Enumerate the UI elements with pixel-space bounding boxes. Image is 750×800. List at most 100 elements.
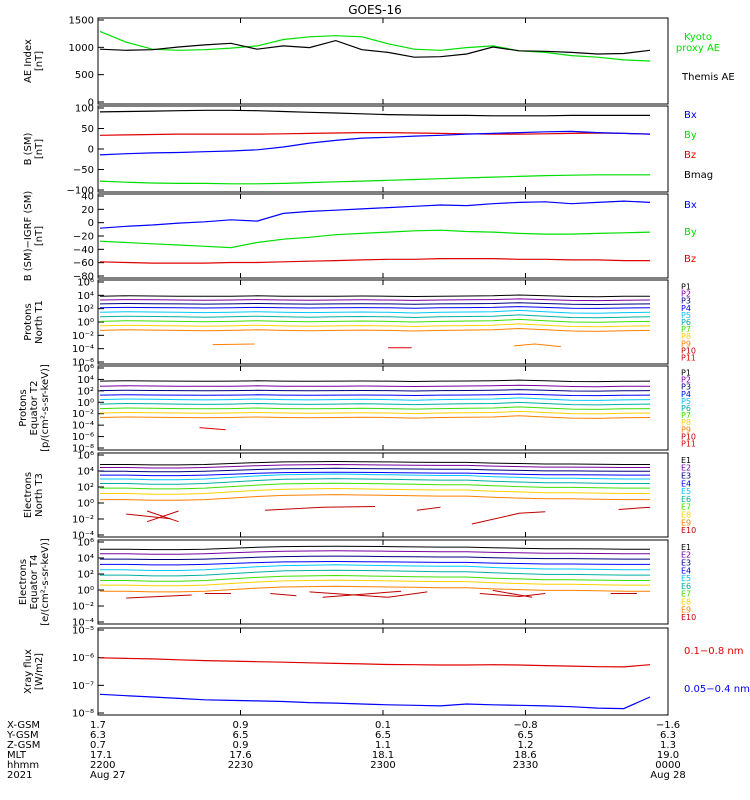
y-axis-label-line: Protons: [23, 303, 34, 340]
y-axis-label-line: AE Index: [23, 39, 34, 83]
panel-ee: 10⁶ 10⁴ 10² 10⁰ 10⁻² 10⁻⁴ ElectronsEquator T4[…: [18, 538, 696, 629]
legend-e8: E8: [681, 511, 691, 520]
series-0-1-0-8-nm: [99, 657, 651, 668]
series-e6: [100, 569, 650, 577]
series-bmag: [99, 109, 650, 117]
series-by: [99, 229, 651, 249]
legend-kyoto: Kyoto proxy AE: [676, 32, 720, 54]
y-tick-label: 10²: [77, 483, 94, 494]
y-tick-label: 10⁶: [77, 451, 94, 462]
series-p2: [99, 384, 651, 388]
legend-e10: E10: [681, 526, 696, 535]
legend-themis: Themis AE: [681, 72, 735, 83]
legend-by: By: [684, 130, 697, 141]
x-axis-value: 6.5: [518, 730, 534, 741]
panel-frame: [97, 17, 669, 105]
series-e2: [100, 463, 650, 469]
series-e7: [100, 574, 650, 582]
legend-e1: E1: [681, 543, 691, 552]
panel-xray: 10⁻⁵ 10⁻⁶ 10⁻⁷ 10⁻⁸ Xray flux[W/m2] 0.1−0.8 n…: [23, 626, 750, 720]
legend-e3: E3: [681, 559, 691, 568]
y-tick-label: 1000: [69, 43, 94, 54]
series-e9: [100, 585, 650, 593]
x-axis-value: 0000: [655, 760, 680, 771]
y-tick-label: 10⁻²: [72, 602, 94, 613]
series-p5: [99, 397, 651, 401]
series-bx: [99, 130, 651, 156]
y-tick-label: 20: [81, 205, 94, 216]
data-fragment: [309, 591, 428, 598]
series-e9: [100, 494, 650, 501]
data-fragment: [513, 343, 562, 348]
legend-e6: E6: [681, 495, 691, 504]
x-axis-value: 6.3: [660, 730, 676, 741]
series-e2: [100, 550, 650, 555]
x-axis-value: 1.7: [90, 720, 106, 731]
x-axis-value: 0.1: [375, 720, 391, 731]
y-tick-label: 10⁰: [77, 499, 94, 510]
data-fragment: [199, 427, 226, 431]
legend-p5: P5: [681, 397, 691, 406]
legend-p3: P3: [681, 297, 691, 306]
data-fragment: [618, 506, 651, 510]
y-axis-label: ElectronsEquator T4[e/(cm²-s-sr-keV)]: [18, 538, 51, 626]
legend-p10: P10: [681, 346, 696, 355]
y-tick-label: 10⁻⁸: [72, 709, 94, 720]
x-axis-value: 19.0: [657, 750, 679, 761]
series-bz: [99, 258, 650, 264]
y-tick-label: 10⁻⁴: [72, 421, 94, 432]
x-axis-value: 2300: [370, 760, 395, 771]
y-tick-label: −20: [73, 232, 94, 243]
y-tick-label: −80: [73, 272, 94, 283]
y-tick-label: −40: [73, 245, 94, 256]
series-0-05-0-4-nm: [99, 693, 651, 710]
legend-e2: E2: [681, 551, 691, 560]
legend-by: By: [684, 227, 697, 238]
y-tick-label: 10⁻²: [72, 331, 94, 342]
panel-frame: [97, 105, 669, 193]
legend-e2: E2: [681, 464, 691, 473]
y-tick-label: 10⁻⁶: [72, 432, 94, 443]
legend-bz: Bz: [684, 150, 696, 161]
y-tick-label: 50: [81, 124, 94, 135]
legend-p2: P2: [681, 290, 691, 299]
series-e3: [100, 467, 650, 473]
panel-frame: [97, 365, 669, 451]
series-e8: [100, 579, 650, 587]
x-axis-value: −1.6: [656, 720, 680, 731]
data-fragment: [212, 343, 255, 346]
y-tick-label: 10²: [77, 570, 94, 581]
x-row-label: 2021: [7, 770, 32, 781]
y-axis-label-line: Electrons: [23, 472, 34, 518]
series-kyoto-proxy-ae: [99, 30, 651, 62]
legend-p11: P11: [681, 439, 696, 448]
panel-frame: [97, 627, 669, 716]
series-p1: [99, 379, 651, 383]
x-axis-value: 2230: [228, 760, 253, 771]
legend-p9: P9: [681, 425, 691, 434]
chart-title: GOES-16: [348, 3, 402, 17]
y-tick-label: 10⁶: [77, 538, 94, 549]
y-axis-label: Xray flux[W/m2]: [23, 649, 45, 694]
y-tick-label: 10⁴: [77, 467, 94, 478]
legend-p1: P1: [681, 283, 691, 292]
y-axis-label-line: Xray flux: [23, 649, 34, 694]
x-axis-value: 0.9: [233, 720, 249, 731]
series-e4: [100, 560, 650, 566]
y-tick-label: 0: [88, 145, 94, 156]
x-axis-value: 0.9: [233, 740, 249, 751]
data-fragment: [126, 594, 192, 599]
x-axis-value: 2330: [513, 760, 538, 771]
series-p3: [99, 302, 651, 306]
legend-bx: Bx: [684, 200, 697, 211]
legend-e9: E9: [681, 605, 691, 614]
series-p6: [99, 314, 651, 319]
y-tick-label: −50: [73, 165, 94, 176]
legend-p8: P8: [681, 418, 691, 427]
y-axis-label-line: [p/(cm²-s-sr-keV)]: [40, 364, 51, 452]
legend-p3: P3: [681, 383, 691, 392]
legend-e5: E5: [681, 487, 691, 496]
y-tick-label: 10⁰: [77, 586, 94, 597]
x-axis-value: 2200: [90, 760, 115, 771]
